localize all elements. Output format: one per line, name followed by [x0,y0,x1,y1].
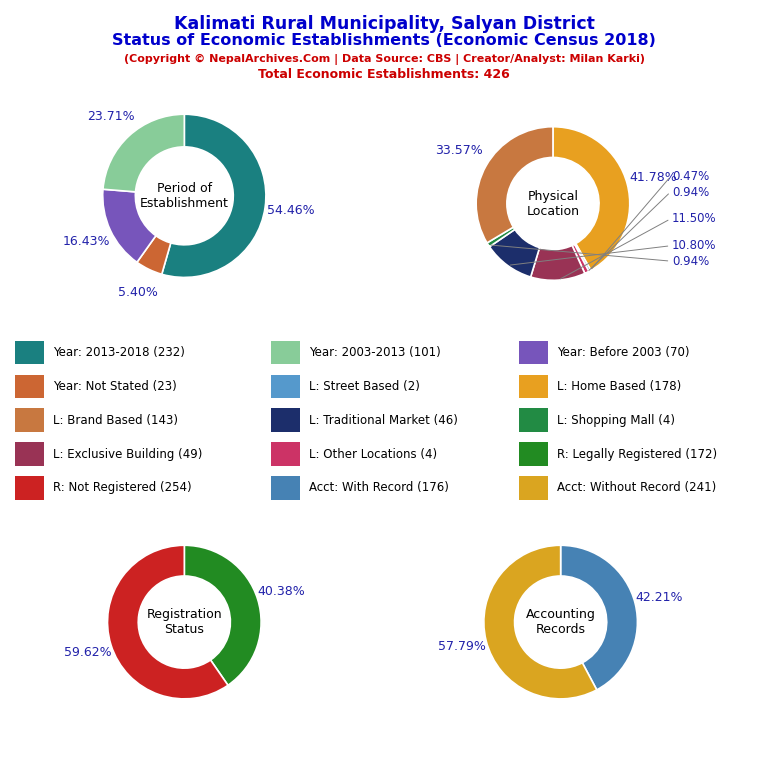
Text: Year: Before 2003 (70): Year: Before 2003 (70) [557,346,690,359]
Bar [519,442,548,466]
Text: R: Not Registered (254): R: Not Registered (254) [53,482,191,495]
Bar [271,476,300,500]
Wedge shape [476,127,553,243]
Bar [519,409,548,432]
Text: Acct: Without Record (241): Acct: Without Record (241) [557,482,717,495]
Text: R: Legally Registered (172): R: Legally Registered (172) [557,448,717,461]
Text: 11.50%: 11.50% [672,213,717,225]
Bar [15,442,44,466]
Wedge shape [103,189,156,263]
Bar [271,375,300,399]
Wedge shape [184,545,261,685]
Text: Acct: With Record (176): Acct: With Record (176) [309,482,449,495]
Wedge shape [574,243,591,271]
Bar [15,375,44,399]
Text: (Copyright © NepalArchives.Com | Data Source: CBS | Creator/Analyst: Milan Karki: (Copyright © NepalArchives.Com | Data So… [124,54,644,65]
Text: L: Exclusive Building (49): L: Exclusive Building (49) [53,448,202,461]
Text: Kalimati Rural Municipality, Salyan District: Kalimati Rural Municipality, Salyan Dist… [174,15,594,33]
Text: 23.71%: 23.71% [88,110,135,123]
Bar [519,476,548,500]
Wedge shape [487,227,515,247]
Text: 54.46%: 54.46% [267,204,315,217]
Text: Year: 2013-2018 (232): Year: 2013-2018 (232) [53,346,185,359]
Text: Status of Economic Establishments (Economic Census 2018): Status of Economic Establishments (Econo… [112,33,656,48]
Text: Period of
Establishment: Period of Establishment [140,182,229,210]
Text: Total Economic Establishments: 426: Total Economic Establishments: 426 [258,68,510,81]
Bar [271,442,300,466]
Bar [519,341,548,365]
Text: 41.78%: 41.78% [629,170,677,184]
Wedge shape [162,114,266,277]
Text: L: Other Locations (4): L: Other Locations (4) [309,448,437,461]
Text: 0.94%: 0.94% [672,255,710,267]
Bar [271,341,300,365]
Text: L: Home Based (178): L: Home Based (178) [557,380,681,393]
Wedge shape [103,114,184,192]
Text: L: Brand Based (143): L: Brand Based (143) [53,414,178,427]
Wedge shape [553,127,630,270]
Wedge shape [137,236,170,274]
Text: 33.57%: 33.57% [435,144,483,157]
Text: Year: Not Stated (23): Year: Not Stated (23) [53,380,177,393]
Text: L: Shopping Mall (4): L: Shopping Mall (4) [557,414,675,427]
Text: 59.62%: 59.62% [64,646,111,659]
Text: Accounting
Records: Accounting Records [526,608,595,636]
Text: 16.43%: 16.43% [63,235,111,248]
Bar [519,375,548,399]
Text: 57.79%: 57.79% [439,641,486,653]
Wedge shape [108,545,228,699]
Text: L: Traditional Market (46): L: Traditional Market (46) [309,414,458,427]
Text: 0.47%: 0.47% [672,170,710,183]
Text: Registration
Status: Registration Status [147,608,222,636]
Text: Physical
Location: Physical Location [526,190,580,217]
Text: L: Street Based (2): L: Street Based (2) [309,380,419,393]
Text: 0.94%: 0.94% [672,186,710,198]
Text: 40.38%: 40.38% [257,585,305,598]
Text: Year: 2003-2013 (101): Year: 2003-2013 (101) [309,346,441,359]
Bar [271,409,300,432]
Bar [15,409,44,432]
Text: 10.80%: 10.80% [672,240,717,252]
Wedge shape [484,545,597,699]
Wedge shape [489,230,540,277]
Wedge shape [531,246,584,280]
Wedge shape [572,244,589,273]
Bar [15,341,44,365]
Text: 42.21%: 42.21% [635,591,683,604]
Bar [15,476,44,500]
Text: 5.40%: 5.40% [118,286,157,300]
Wedge shape [561,545,637,690]
